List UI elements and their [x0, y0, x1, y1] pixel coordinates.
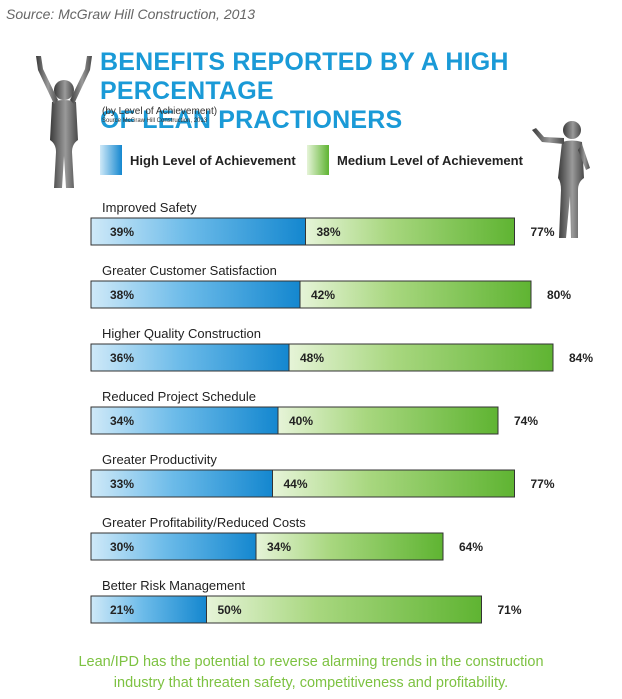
bar-high-segment — [90, 595, 207, 624]
bar-high-value: 38% — [110, 288, 134, 302]
person-cheering-icon — [36, 56, 92, 188]
bar-high-segment — [90, 469, 273, 498]
person-waving-icon — [532, 121, 590, 238]
bar-high-value: 36% — [110, 351, 134, 365]
bar-high-segment — [90, 406, 279, 435]
bar-medium-value: 40% — [289, 414, 313, 428]
bar-total-value: 84% — [569, 351, 593, 365]
bar-medium-segment — [288, 343, 554, 372]
footer-line-1: Lean/IPD has the potential to reverse al… — [78, 654, 544, 670]
chart-title: BENEFITS REPORTED BY A HIGH PERCENTAGE O… — [100, 48, 610, 135]
legend-high: High Level of Achievement — [100, 145, 296, 175]
chart-title-line-1: BENEFITS REPORTED BY A HIGH PERCENTAGE — [100, 48, 509, 105]
bars-group: Improved Safety 39% 38% 77% Greater Customer… — [90, 200, 593, 624]
category-label: Better Risk Management — [102, 578, 245, 593]
footer-line-2: industry that threaten safety, competiti… — [113, 675, 509, 691]
bar-medium-value: 38% — [317, 225, 341, 239]
category-label: Greater Customer Satisfaction — [102, 263, 277, 278]
bar-total-value: 64% — [459, 540, 483, 554]
bar-high-segment — [90, 343, 290, 372]
bar-high-segment — [90, 280, 301, 309]
bar-total-value: 77% — [531, 477, 555, 491]
bar-medium-segment — [255, 532, 444, 561]
bar-high-value: 33% — [110, 477, 134, 491]
legend-medium-label: Medium Level of Achievement — [337, 152, 523, 168]
category-label: Reduced Project Schedule — [102, 389, 256, 404]
legend-high-label: High Level of Achievement — [130, 152, 296, 168]
legend-medium-swatch — [307, 145, 329, 175]
legend-high-swatch — [100, 145, 122, 175]
bar-medium-value: 34% — [267, 540, 291, 554]
bar-medium-value: 50% — [218, 603, 242, 617]
bar-medium-segment — [277, 406, 499, 435]
bar-total-value: 71% — [498, 603, 522, 617]
bar-medium-value: 44% — [284, 477, 308, 491]
category-label: Greater Profitability/Reduced Costs — [102, 515, 306, 530]
bar-total-value: 74% — [514, 414, 538, 428]
bar-high-value: 30% — [110, 540, 134, 554]
bar-high-value: 39% — [110, 225, 134, 239]
chart-subtitle: (by Level of Achievement) — [102, 106, 218, 117]
source-note: Source: McGraw Hill Construction, 2013 — [6, 6, 255, 22]
bar-high-value: 21% — [110, 603, 134, 617]
chart-title-line-2: OF LEAN PRACTIONERS — [100, 106, 403, 134]
legend-medium: Medium Level of Achievement — [307, 145, 523, 175]
bar-medium-segment — [206, 595, 482, 624]
footer-note: Lean/IPD has the potential to reverse al… — [0, 652, 622, 694]
category-label: Improved Safety — [102, 200, 197, 215]
bar-total-value: 80% — [547, 288, 571, 302]
bar-medium-segment — [305, 217, 515, 246]
category-label: Higher Quality Construction — [102, 326, 261, 341]
bar-medium-value: 42% — [311, 288, 335, 302]
bar-high-value: 34% — [110, 414, 134, 428]
chart-subtitle-source: Source McGraw Hill Construction, 2013 — [102, 118, 208, 124]
bar-high-segment — [90, 217, 306, 246]
bar-high-segment — [90, 532, 257, 561]
bar-medium-value: 48% — [300, 351, 324, 365]
bar-medium-segment — [299, 280, 532, 309]
category-label: Greater Productivity — [102, 452, 217, 467]
bar-medium-segment — [272, 469, 515, 498]
